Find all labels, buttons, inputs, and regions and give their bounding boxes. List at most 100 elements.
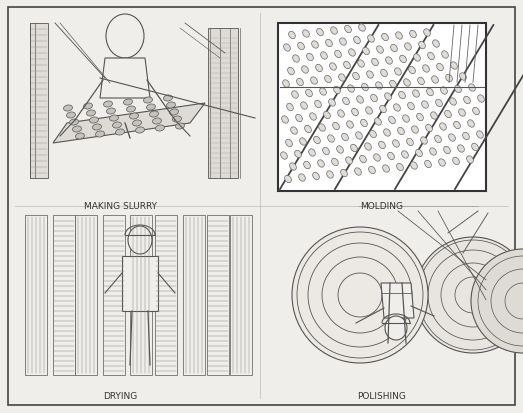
Ellipse shape bbox=[384, 130, 390, 137]
Ellipse shape bbox=[347, 121, 354, 129]
Ellipse shape bbox=[429, 148, 436, 156]
Ellipse shape bbox=[153, 119, 162, 125]
Ellipse shape bbox=[350, 145, 357, 152]
Ellipse shape bbox=[422, 102, 428, 109]
Ellipse shape bbox=[435, 136, 441, 143]
Ellipse shape bbox=[396, 164, 403, 171]
Ellipse shape bbox=[321, 53, 327, 60]
Ellipse shape bbox=[309, 150, 315, 157]
Ellipse shape bbox=[408, 67, 415, 74]
Ellipse shape bbox=[444, 147, 450, 154]
Ellipse shape bbox=[150, 112, 158, 118]
Ellipse shape bbox=[374, 119, 381, 126]
Ellipse shape bbox=[397, 128, 404, 135]
Ellipse shape bbox=[393, 140, 400, 148]
Ellipse shape bbox=[360, 156, 367, 163]
Text: DRYING: DRYING bbox=[103, 391, 137, 400]
Ellipse shape bbox=[346, 157, 353, 165]
Ellipse shape bbox=[320, 88, 326, 96]
Ellipse shape bbox=[304, 162, 310, 169]
Ellipse shape bbox=[373, 154, 380, 162]
Ellipse shape bbox=[338, 111, 344, 118]
Ellipse shape bbox=[437, 64, 444, 71]
Ellipse shape bbox=[96, 132, 105, 138]
Ellipse shape bbox=[127, 107, 135, 113]
Ellipse shape bbox=[173, 116, 181, 123]
Ellipse shape bbox=[86, 111, 96, 117]
Ellipse shape bbox=[116, 130, 124, 136]
Ellipse shape bbox=[299, 174, 305, 182]
Ellipse shape bbox=[301, 102, 308, 110]
Ellipse shape bbox=[441, 52, 448, 59]
Ellipse shape bbox=[441, 88, 447, 95]
Ellipse shape bbox=[283, 45, 290, 52]
Ellipse shape bbox=[323, 148, 329, 155]
Ellipse shape bbox=[287, 104, 293, 112]
Ellipse shape bbox=[164, 96, 173, 102]
Ellipse shape bbox=[440, 123, 446, 131]
Ellipse shape bbox=[362, 48, 369, 56]
Ellipse shape bbox=[291, 128, 298, 135]
Ellipse shape bbox=[351, 109, 358, 116]
Ellipse shape bbox=[348, 85, 355, 93]
Ellipse shape bbox=[288, 68, 294, 76]
Ellipse shape bbox=[297, 79, 303, 86]
Ellipse shape bbox=[430, 112, 437, 120]
Ellipse shape bbox=[312, 42, 319, 49]
Ellipse shape bbox=[418, 78, 424, 85]
Bar bbox=[278, 24, 486, 192]
Ellipse shape bbox=[306, 54, 313, 62]
Ellipse shape bbox=[123, 100, 132, 106]
Ellipse shape bbox=[416, 150, 423, 157]
Ellipse shape bbox=[472, 144, 479, 151]
Ellipse shape bbox=[417, 114, 423, 121]
Ellipse shape bbox=[84, 104, 93, 110]
Ellipse shape bbox=[319, 124, 325, 132]
Ellipse shape bbox=[335, 51, 342, 59]
Ellipse shape bbox=[295, 115, 302, 122]
Ellipse shape bbox=[385, 316, 407, 340]
Ellipse shape bbox=[107, 109, 116, 115]
Ellipse shape bbox=[453, 122, 460, 129]
Ellipse shape bbox=[449, 135, 456, 142]
Ellipse shape bbox=[377, 47, 383, 54]
Ellipse shape bbox=[358, 61, 365, 68]
Ellipse shape bbox=[282, 116, 288, 124]
Ellipse shape bbox=[361, 120, 367, 127]
Ellipse shape bbox=[353, 73, 359, 81]
Ellipse shape bbox=[361, 84, 368, 91]
Ellipse shape bbox=[305, 90, 312, 97]
Bar bbox=[155, 216, 177, 375]
Ellipse shape bbox=[292, 92, 298, 99]
Ellipse shape bbox=[458, 145, 464, 153]
Bar bbox=[230, 216, 252, 375]
Ellipse shape bbox=[423, 66, 429, 73]
Ellipse shape bbox=[407, 139, 413, 146]
Ellipse shape bbox=[104, 102, 112, 108]
Ellipse shape bbox=[343, 98, 349, 105]
Ellipse shape bbox=[428, 53, 435, 61]
Ellipse shape bbox=[345, 26, 351, 33]
Ellipse shape bbox=[290, 164, 297, 171]
Ellipse shape bbox=[451, 63, 457, 70]
Bar bbox=[280, 26, 484, 190]
Ellipse shape bbox=[431, 77, 438, 84]
Ellipse shape bbox=[427, 89, 434, 97]
Ellipse shape bbox=[132, 121, 141, 127]
Ellipse shape bbox=[418, 42, 425, 50]
Ellipse shape bbox=[314, 137, 321, 145]
Ellipse shape bbox=[282, 81, 289, 88]
Ellipse shape bbox=[380, 106, 386, 114]
Ellipse shape bbox=[390, 81, 396, 88]
Ellipse shape bbox=[411, 162, 417, 170]
Ellipse shape bbox=[366, 107, 372, 115]
Ellipse shape bbox=[332, 159, 338, 166]
Ellipse shape bbox=[130, 114, 139, 120]
Ellipse shape bbox=[310, 114, 316, 121]
Ellipse shape bbox=[327, 171, 333, 179]
Bar bbox=[208, 29, 238, 178]
Ellipse shape bbox=[302, 66, 309, 74]
Ellipse shape bbox=[384, 94, 391, 101]
Ellipse shape bbox=[337, 147, 344, 154]
Ellipse shape bbox=[311, 78, 317, 85]
